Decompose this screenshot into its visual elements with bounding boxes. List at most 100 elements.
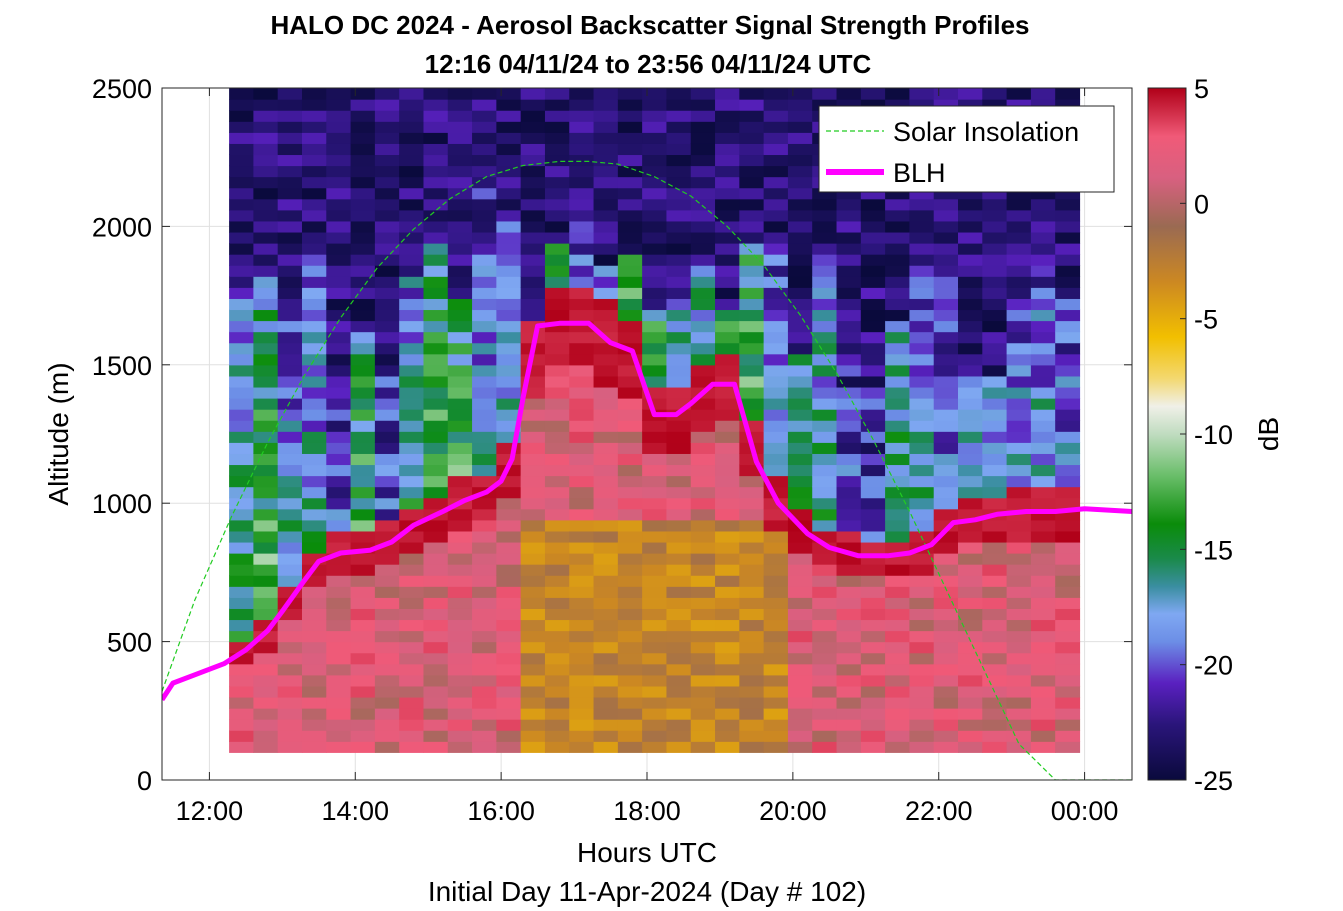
heatmap-cell: [982, 243, 1008, 255]
heatmap-cell: [277, 508, 303, 521]
heatmap-cell: [1030, 575, 1056, 587]
heatmap-cell: [617, 541, 643, 554]
heatmap-cell: [544, 575, 570, 587]
heatmap-cell: [326, 331, 352, 344]
heatmap-cell: [982, 88, 1008, 100]
heatmap-cell: [885, 220, 911, 233]
heatmap-cell: [763, 519, 789, 532]
heatmap-cell: [520, 508, 546, 521]
heatmap-cell: [958, 519, 983, 532]
heatmap-cell: [787, 165, 813, 178]
heatmap-cell: [739, 685, 765, 698]
heatmap-cell: [277, 486, 303, 499]
heatmap-cell: [909, 597, 935, 609]
heatmap-cell: [1055, 641, 1081, 654]
heatmap-cell: [617, 431, 643, 443]
heatmap-cell: [1006, 409, 1032, 421]
heatmap-cell: [715, 287, 740, 299]
heatmap-cell: [350, 143, 376, 156]
heatmap-cell: [301, 287, 327, 299]
heatmap-cell: [1006, 99, 1032, 111]
heatmap-cell: [423, 608, 449, 621]
heatmap-cell: [569, 453, 595, 466]
heatmap-cell: [399, 88, 425, 100]
colorbar: 50-5-10-15-20-25 dB: [1147, 74, 1284, 796]
heatmap-cell: [787, 608, 813, 621]
heatmap-cell: [885, 741, 911, 753]
heatmap-cell: [472, 364, 497, 377]
heatmap-cell: [301, 696, 327, 709]
heatmap-cell: [642, 398, 668, 410]
heatmap-cell: [593, 475, 619, 488]
heatmap-cell: [909, 287, 935, 299]
heatmap-cell: [642, 342, 668, 355]
heatmap-cell: [253, 453, 279, 466]
heatmap-cell: [958, 342, 983, 355]
heatmap-cell: [277, 708, 303, 720]
heatmap-cell: [447, 364, 473, 377]
heatmap-cell: [1055, 630, 1081, 643]
heatmap-cell: [374, 519, 400, 532]
heatmap-cell: [690, 331, 716, 344]
heatmap-cell: [715, 198, 740, 211]
heatmap-cell: [933, 99, 959, 111]
heatmap-cell: [277, 674, 303, 687]
heatmap-cell: [374, 132, 400, 144]
heatmap-cell: [1030, 442, 1056, 454]
heatmap-cell: [787, 231, 813, 244]
heatmap-cell: [885, 619, 911, 632]
heatmap-cell: [885, 342, 911, 355]
heatmap-cell: [423, 696, 449, 709]
heatmap-cell: [423, 110, 449, 122]
heatmap-cell: [399, 663, 425, 676]
heatmap-cell: [739, 730, 765, 742]
heatmap-cell: [593, 508, 619, 521]
heatmap-cell: [715, 420, 740, 432]
heatmap-cell: [885, 575, 911, 587]
heatmap-cell: [787, 641, 813, 654]
heatmap-cell: [350, 630, 376, 643]
heatmap-cell: [374, 309, 400, 322]
heatmap-cell: [860, 88, 886, 100]
heatmap-cell: [520, 143, 546, 156]
heatmap-cell: [666, 708, 692, 720]
heatmap-cell: [787, 619, 813, 632]
heatmap-cell: [423, 265, 449, 277]
heatmap-cell: [253, 431, 279, 443]
heatmap-cell: [933, 398, 959, 410]
heatmap-cell: [958, 198, 983, 211]
heatmap-cell: [399, 508, 425, 521]
colorbar-tick-label: -20: [1194, 651, 1233, 681]
heatmap-cell: [520, 220, 546, 233]
heatmap-cell: [642, 320, 668, 333]
heatmap-cell: [933, 209, 959, 222]
heatmap-cell: [229, 110, 254, 122]
heatmap-cell: [423, 674, 449, 687]
heatmap-cell: [666, 298, 692, 311]
heatmap-cell: [763, 597, 789, 609]
heatmap-cell: [350, 508, 376, 521]
heatmap-cell: [301, 553, 327, 565]
heatmap-cell: [860, 741, 886, 753]
heatmap-cell: [374, 121, 400, 133]
heatmap-cell: [1055, 99, 1081, 111]
heatmap-cell: [690, 353, 716, 366]
heatmap-cell: [374, 353, 400, 366]
heatmap-cell: [1006, 287, 1032, 299]
heatmap-cell: [739, 497, 765, 510]
heatmap-cell: [958, 619, 983, 632]
heatmap-cell: [374, 630, 400, 643]
heatmap-cell: [229, 608, 254, 621]
heatmap-cell: [277, 198, 303, 211]
heatmap-cell: [301, 508, 327, 521]
heatmap-cell: [472, 398, 497, 410]
heatmap-cell: [374, 420, 400, 432]
heatmap-cell: [593, 619, 619, 632]
heatmap-cell: [447, 475, 473, 488]
heatmap-cell: [569, 696, 595, 709]
heatmap-cell: [836, 220, 862, 233]
heatmap-cell: [496, 486, 522, 499]
heatmap-cell: [666, 198, 692, 211]
heatmap-cell: [544, 674, 570, 687]
heatmap-cell: [763, 265, 789, 277]
